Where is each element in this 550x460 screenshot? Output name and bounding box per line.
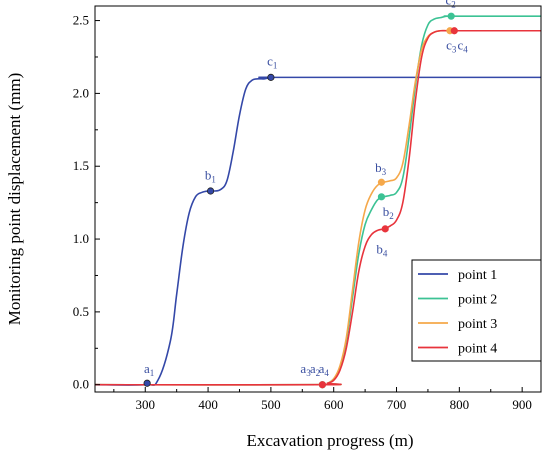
axis-titles: Excavation progress (m) Monitoring point… <box>5 73 414 450</box>
y-tick-label: 0.5 <box>73 304 89 319</box>
y-tick-label: 2.5 <box>73 13 89 28</box>
point-marker-b1 <box>206 187 215 195</box>
point-marker-c2 <box>447 12 455 20</box>
point-label-c2: c2 <box>446 0 456 10</box>
point-label-b4: b4 <box>376 242 388 259</box>
point-label-a2: a2 <box>310 361 320 378</box>
point-label-a3: a3 <box>300 361 311 378</box>
point-label-b1: b1 <box>205 167 216 184</box>
x-tick-label: 600 <box>324 397 344 412</box>
x-tick-label: 800 <box>450 397 470 412</box>
point-marker-b3 <box>377 178 386 186</box>
x-tick-label: 400 <box>198 397 218 412</box>
legend-label-4: point 4 <box>458 342 497 357</box>
point-marker-c4 <box>450 27 458 35</box>
x-tick-label: 300 <box>136 397 156 412</box>
point-marker-a1 <box>143 379 151 387</box>
point-label-b2: b2 <box>383 204 394 221</box>
point-marker-c1 <box>267 73 275 81</box>
legend-box <box>411 259 542 362</box>
point-label-a4: a4 <box>319 361 330 378</box>
legend: point 1 point 2 point 3 point 4 <box>411 259 542 362</box>
y-tick-label: 1.5 <box>73 158 89 173</box>
y-tick-label: 1.0 <box>73 231 89 246</box>
point-label-c4: c4 <box>457 38 468 55</box>
x-tick-label: 500 <box>261 397 281 412</box>
y-tick-label: 2.0 <box>73 85 89 100</box>
point-label-c3: c3 <box>446 38 457 55</box>
axes: 300 400 500 600 700 800 900 0.0 0.5 1.0 1.5 2.0 2.5 <box>73 5 542 412</box>
point-marker-a4 <box>318 381 326 389</box>
point-marker-b2 <box>377 193 386 201</box>
x-tick-label: 900 <box>512 397 532 412</box>
series-line-1 <box>94 76 541 386</box>
x-tick-label: 700 <box>387 397 407 412</box>
y-tick-label: 0.0 <box>73 377 89 392</box>
legend-label-3: point 3 <box>458 317 497 332</box>
x-axis-title: Excavation progress (m) <box>246 431 413 450</box>
legend-label-1: point 1 <box>458 268 497 283</box>
point-label-a1: a1 <box>144 361 154 378</box>
y-axis-title: Monitoring point displacement (mm) <box>5 73 24 326</box>
point-label-b3: b3 <box>375 160 387 177</box>
plot-frame <box>94 5 542 393</box>
legend-label-2: point 2 <box>458 293 497 308</box>
point-marker-b4 <box>381 225 389 233</box>
point-label-c1: c1 <box>267 54 277 71</box>
